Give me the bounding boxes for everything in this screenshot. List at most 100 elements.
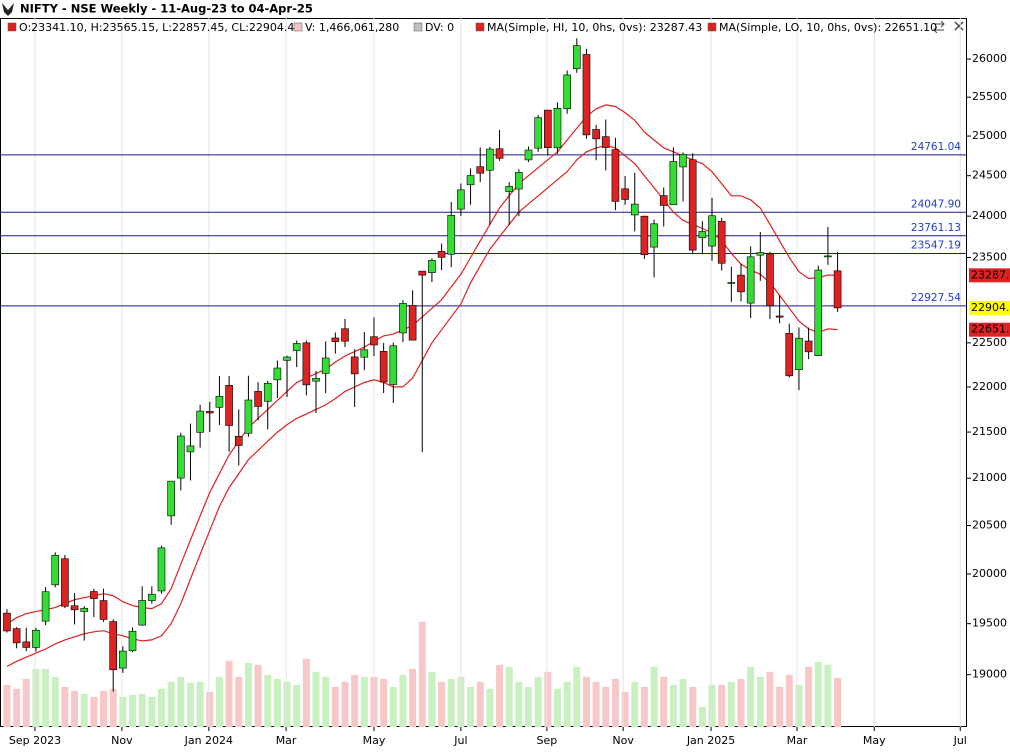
volume-bar	[631, 681, 639, 727]
x-tick-label: Mar	[787, 734, 808, 747]
volume-bar	[766, 671, 774, 727]
volume-bar	[331, 686, 339, 727]
volume-bar	[679, 678, 687, 727]
volume-bar	[611, 678, 619, 727]
candle-body	[640, 215, 649, 256]
volume-bar	[650, 666, 658, 727]
level-label: 23761.13	[911, 222, 961, 234]
volume-bar	[22, 678, 30, 727]
volume-bar	[824, 664, 832, 727]
volume-bar	[273, 678, 281, 727]
candle-body	[486, 148, 494, 171]
candle-body	[167, 480, 175, 517]
volume-bar	[283, 681, 291, 727]
candle-body	[61, 558, 69, 607]
candle-body	[350, 356, 359, 375]
candle-body	[669, 161, 678, 206]
legend-text: DV: 0	[425, 21, 454, 34]
candle-body	[90, 591, 98, 599]
volume-bar	[109, 688, 117, 727]
y-tick-label: 22000	[972, 380, 1007, 393]
price-tag-label: 23287.4	[971, 268, 1010, 281]
candle-body	[515, 172, 523, 190]
candle-body	[312, 378, 320, 382]
candle-body	[679, 154, 687, 168]
volume-bar	[747, 666, 755, 727]
volume-bar	[708, 684, 716, 727]
candle-body	[688, 159, 697, 251]
header-icons[interactable]	[933, 20, 964, 34]
candle-body	[582, 54, 591, 136]
volume-bar	[592, 681, 600, 727]
volume-bar	[61, 686, 69, 727]
volume-bar	[785, 674, 793, 727]
volume-bar	[312, 671, 320, 727]
candle-body	[22, 641, 31, 648]
candle-body	[399, 303, 407, 334]
candle-body	[717, 221, 726, 264]
x-tick-label: Jul	[953, 734, 967, 747]
candle-body	[12, 628, 21, 644]
x-tick-label: Sep	[536, 734, 557, 747]
candle-body	[389, 345, 398, 385]
volume-bar	[196, 681, 204, 727]
candle-body	[630, 203, 639, 216]
candle-body	[524, 149, 533, 161]
candle-body	[331, 337, 340, 342]
candle-body	[263, 382, 272, 402]
y-tick-label: 19500	[972, 617, 1007, 630]
candle-body	[505, 186, 513, 192]
price-tag	[969, 268, 1010, 283]
volume-bar	[51, 676, 59, 727]
candle-body	[447, 214, 456, 255]
volume-bar	[80, 693, 88, 727]
x-tick-label: Jul	[453, 734, 467, 747]
y-tick-label: 25000	[972, 129, 1007, 142]
volume-bar	[544, 671, 552, 727]
candle-body	[601, 136, 610, 148]
candle-body	[234, 435, 243, 446]
volume-bar	[302, 658, 310, 727]
volume-bar	[515, 681, 523, 727]
volume-bar	[718, 684, 726, 727]
candle-body	[544, 109, 552, 149]
volume-bar	[486, 688, 494, 727]
candle-body	[3, 612, 11, 632]
volume-bar	[71, 690, 79, 727]
volume-bar	[428, 671, 436, 727]
level-label: 24761.04	[911, 141, 961, 153]
volume-bar	[157, 688, 165, 727]
candle-body	[833, 270, 842, 309]
volume-bar	[737, 678, 745, 727]
candle-body	[563, 74, 571, 110]
candle-body	[659, 195, 668, 206]
candle-body	[215, 396, 224, 408]
volume-bar	[100, 690, 108, 727]
candle-body	[437, 251, 446, 258]
volume-bar	[476, 681, 484, 727]
volume-bar	[834, 677, 842, 727]
candle-body	[553, 108, 562, 149]
candle-body	[109, 621, 117, 671]
volume-bar	[244, 662, 252, 727]
candle-body	[428, 260, 436, 273]
candle-body	[225, 385, 233, 426]
volume-bar	[399, 674, 407, 727]
volume-bar	[814, 661, 822, 727]
y-tick-label: 22500	[972, 336, 1007, 349]
candle-body	[804, 340, 813, 353]
x-tick-label: Nov	[612, 734, 634, 747]
volume-bar	[727, 681, 735, 727]
volume-bar	[148, 696, 156, 727]
candle-body	[32, 629, 40, 648]
volume-bar	[496, 664, 504, 727]
legend-swatch	[707, 22, 717, 32]
volume-bar	[438, 681, 446, 727]
x-tick-label: Jan 2025	[686, 734, 735, 747]
candle-body	[41, 591, 50, 622]
candle-body	[244, 399, 253, 434]
legend-swatch	[7, 22, 17, 32]
candle-body	[476, 166, 485, 174]
candle-body	[138, 600, 146, 626]
